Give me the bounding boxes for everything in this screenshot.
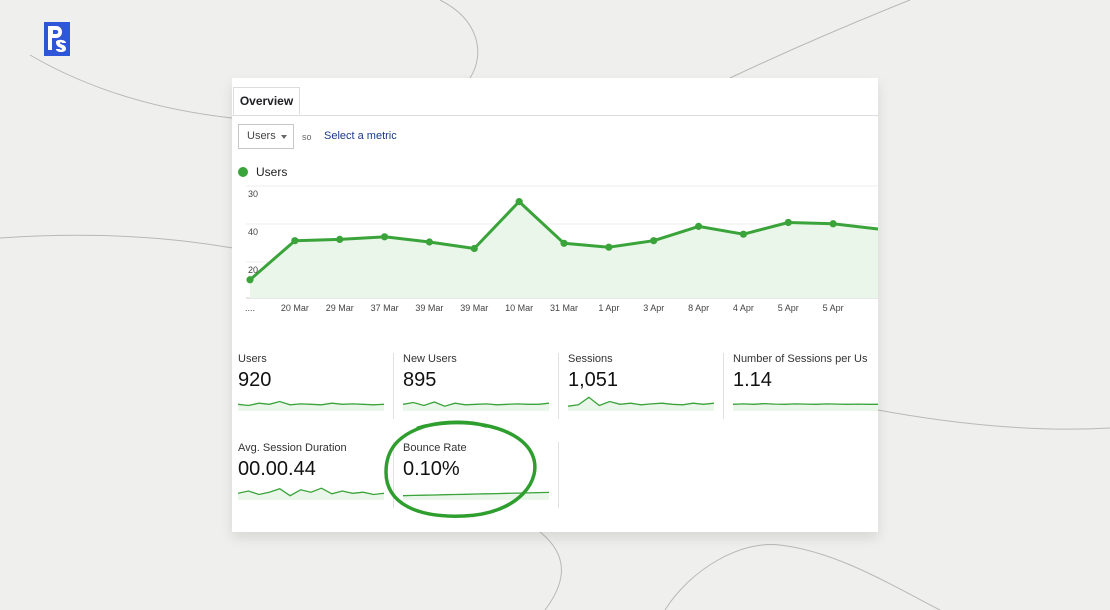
tile-divider [393, 353, 394, 419]
scorecard-sessions[interactable]: Sessions 1,051 [568, 353, 714, 415]
chart-point[interactable] [470, 244, 478, 253]
chart-point[interactable] [425, 238, 434, 246]
scorecard-sparkline [238, 400, 384, 411]
x-tick-label: 3 Apr [643, 303, 664, 313]
x-tick-label: 10 Mar [505, 303, 533, 313]
scorecard-avg-session-duration[interactable]: Avg. Session Duration 00.00.44 [238, 442, 384, 504]
sparkline-line [403, 401, 549, 407]
chart-point[interactable] [336, 235, 344, 243]
scorecard-title: Sessions [568, 353, 613, 365]
users-line-chart[interactable]: 30 40 20 .... 20 Mar 29 Mar 37 Mar 39 Mar 39 Ma… [232, 178, 878, 318]
sparkline-area [238, 401, 384, 411]
scorecard-new-users[interactable]: New Users 895 [403, 353, 549, 415]
legend-dot-icon [238, 167, 248, 177]
tile-divider [558, 353, 559, 419]
analytics-panel: Overview Users so Select a metric Users … [232, 78, 878, 532]
scorecard-value: 895 [403, 369, 437, 391]
x-tick-label: 4 Apr [733, 303, 754, 313]
sparkline-line [568, 396, 714, 407]
scorecard-sparkline [238, 487, 384, 500]
x-tick-label: .... [245, 303, 255, 313]
x-tick-label: 39 Mar [415, 303, 443, 313]
chart-area-fill [250, 201, 878, 298]
tab-overview[interactable]: Overview [233, 87, 300, 115]
x-tick-label: 29 Mar [326, 303, 354, 313]
y-tick-label: 30 [248, 189, 258, 199]
scorecard-value: 0.10% [403, 458, 460, 480]
scorecard-value: 00.00.44 [238, 458, 316, 480]
select-metric-link[interactable]: Select a metric [324, 130, 397, 142]
x-tick-label: 31 Mar [550, 303, 578, 313]
tile-divider [723, 353, 724, 419]
sparkline-area [238, 488, 384, 500]
scorecard-title: Avg. Session Duration [238, 442, 347, 454]
x-tick-label: 5 Apr [823, 303, 844, 313]
tile-divider [558, 442, 559, 508]
y-tick-label: 40 [248, 227, 258, 237]
chart-point[interactable] [739, 230, 748, 238]
scorecard-title: Bounce Rate [403, 442, 467, 454]
legend-label: Users [256, 165, 288, 179]
chart-point[interactable] [246, 276, 254, 284]
chart-point[interactable] [694, 222, 703, 230]
chart-point[interactable] [650, 237, 658, 245]
chart-point[interactable] [380, 233, 389, 241]
sparkline-area [568, 397, 714, 411]
scorecard-sparkline [733, 402, 878, 411]
chart-point[interactable] [515, 198, 523, 206]
chevron-down-icon [281, 135, 287, 139]
scorecard-value: 1,051 [568, 369, 619, 391]
highlight-circle-annotation [384, 420, 537, 518]
chart-point[interactable] [784, 218, 792, 227]
sparkline-line [733, 402, 878, 405]
chart-point[interactable] [605, 243, 613, 251]
y-tick-label: 20 [248, 265, 258, 275]
sparkline-area [733, 403, 878, 411]
metric-dropdown[interactable]: Users [238, 124, 294, 149]
scorecard-title: Number of Sessions per Us [733, 353, 868, 365]
x-tick-label: 5 Apr [778, 303, 799, 313]
x-tick-label: 1 Apr [598, 303, 619, 313]
scorecard-value: 1.14 [733, 369, 772, 391]
sparkline-area [403, 492, 549, 500]
metric-dropdown-value: Users [247, 130, 276, 142]
chart-point[interactable] [291, 237, 299, 245]
scorecard-bounce-rate[interactable]: Bounce Rate 0.10% [403, 442, 549, 504]
scorecard-sparkline [568, 396, 714, 411]
scorecard-sessions-per-user[interactable]: Number of Sessions per Us 1.14 [733, 353, 878, 415]
sparkline-area [403, 402, 549, 411]
chart-point[interactable] [560, 239, 568, 247]
sparkline-line [238, 487, 384, 497]
x-tick-label: 20 Mar [281, 303, 309, 313]
vs-label: so [302, 132, 312, 142]
scorecard-title: Users [238, 353, 267, 365]
x-tick-label: 39 Mar [460, 303, 488, 313]
chart-point[interactable] [829, 220, 837, 228]
scorecard-title: New Users [403, 353, 457, 365]
scorecard-users[interactable]: Users 920 [238, 353, 384, 415]
sparkline-line [238, 400, 384, 407]
x-tick-label: 8 Apr [688, 303, 709, 313]
scorecard-sparkline [403, 401, 549, 411]
brand-logo [44, 22, 70, 56]
x-tick-label: 37 Mar [371, 303, 399, 313]
scorecard-value: 920 [238, 369, 272, 391]
tile-divider [393, 442, 394, 508]
tab-bar: Overview [232, 87, 878, 116]
